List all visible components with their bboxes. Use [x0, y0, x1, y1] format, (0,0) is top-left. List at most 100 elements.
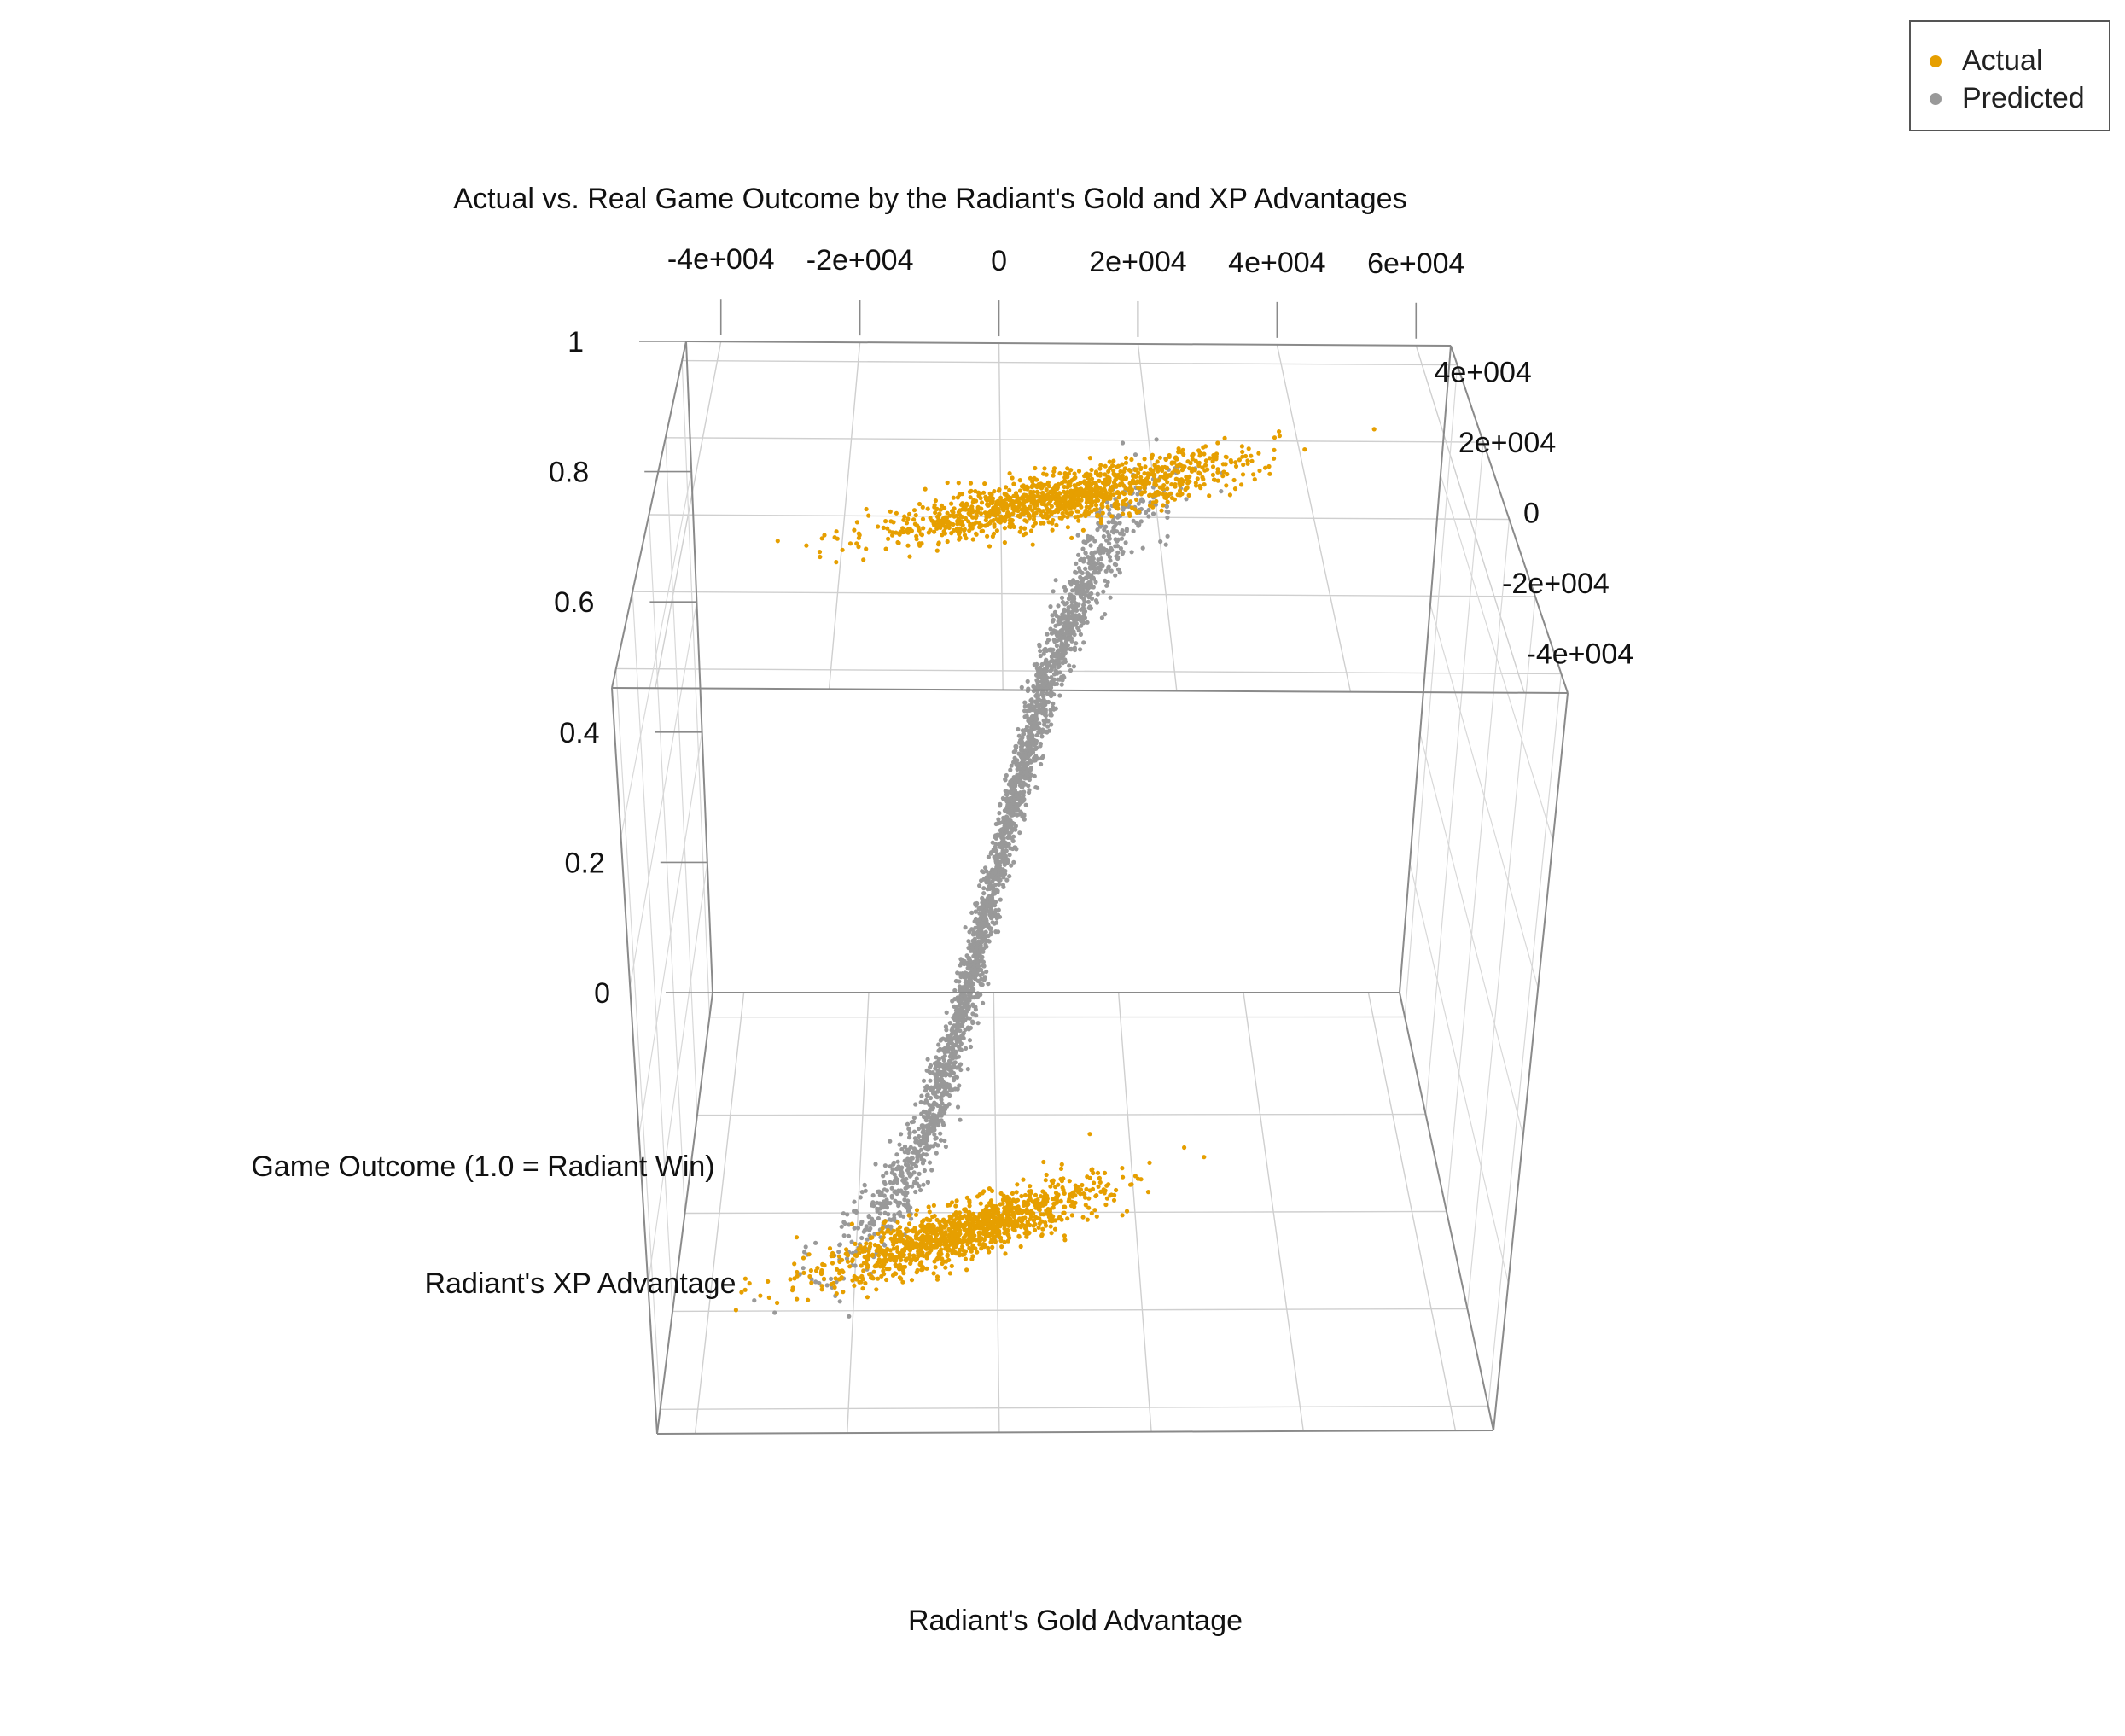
- predicted-point: [1051, 628, 1056, 632]
- actual-point: [1187, 493, 1191, 498]
- predicted-point: [958, 1118, 962, 1122]
- predicted-point: [1068, 580, 1072, 584]
- actual-point: [1048, 1219, 1052, 1223]
- actual-point: [1234, 464, 1238, 469]
- actual-point: [990, 1245, 994, 1250]
- predicted-point: [1072, 664, 1076, 668]
- actual-point: [1070, 1213, 1074, 1217]
- actual-point: [807, 1274, 812, 1279]
- predicted-point: [1115, 516, 1120, 520]
- actual-point: [1062, 1211, 1067, 1215]
- actual-point: [1097, 1185, 1101, 1189]
- actual-point: [1267, 472, 1272, 476]
- actual-point: [1101, 511, 1105, 516]
- actual-point: [888, 1253, 892, 1257]
- actual-point: [974, 516, 978, 520]
- predicted-point: [884, 1171, 888, 1175]
- actual-point: [946, 1247, 951, 1251]
- x-tick-label: 0: [991, 245, 1007, 277]
- actual-point: [999, 1191, 1004, 1196]
- actual-point: [857, 1251, 861, 1255]
- actual-point: [982, 481, 987, 486]
- actual-point: [963, 1238, 967, 1243]
- predicted-point: [938, 1132, 942, 1136]
- predicted-point: [1018, 799, 1022, 803]
- actual-point: [1146, 1190, 1150, 1194]
- actual-point: [1038, 1221, 1042, 1226]
- actual-point: [1018, 530, 1022, 534]
- grid-line: [682, 361, 1457, 365]
- predicted-point: [1090, 597, 1094, 601]
- predicted-point: [1083, 567, 1087, 571]
- actual-point: [1008, 471, 1012, 475]
- predicted-point: [1034, 662, 1039, 667]
- actual-point: [1132, 474, 1137, 478]
- actual-point: [1232, 478, 1237, 482]
- grid-line: [1426, 442, 1484, 1114]
- predicted-point: [1010, 764, 1014, 768]
- actual-point: [984, 497, 988, 501]
- legend-item-actual: Actual: [1930, 44, 2043, 78]
- actual-point: [1041, 1212, 1045, 1216]
- box-edge: [686, 341, 713, 993]
- predicted-point: [974, 1013, 978, 1017]
- predicted-point: [1057, 665, 1061, 669]
- actual-point: [834, 560, 838, 564]
- predicted-point: [954, 979, 958, 983]
- actual-point: [852, 1284, 856, 1288]
- predicted-point: [964, 1046, 968, 1051]
- actual-point: [935, 1274, 940, 1279]
- actual-point: [1161, 503, 1165, 507]
- actual-point: [1077, 469, 1081, 473]
- actual-point: [870, 1235, 874, 1239]
- actual-point: [1058, 516, 1062, 520]
- z-tick-label: 0.4: [559, 717, 599, 749]
- predicted-point: [1055, 644, 1059, 648]
- predicted-point: [1146, 514, 1150, 518]
- actual-point: [801, 1255, 806, 1260]
- actual-point: [894, 511, 899, 516]
- actual-point: [1033, 466, 1037, 470]
- actual-point: [897, 541, 901, 545]
- predicted-point: [899, 1171, 904, 1175]
- actual-point: [1054, 523, 1058, 527]
- z-tick-label: 0.2: [565, 847, 605, 879]
- actual-point: [1166, 500, 1170, 504]
- actual-point: [1065, 475, 1069, 479]
- predicted-point: [990, 913, 994, 918]
- predicted-point: [925, 1084, 929, 1088]
- actual-point: [982, 1209, 987, 1214]
- predicted-point: [910, 1156, 914, 1160]
- actual-point: [1277, 429, 1281, 434]
- actual-point: [907, 1252, 911, 1256]
- predicted-point: [1068, 628, 1073, 632]
- actual-point: [998, 1202, 1003, 1206]
- actual-point: [1154, 499, 1158, 504]
- predicted-point: [913, 1190, 917, 1194]
- predicted-point: [993, 929, 998, 934]
- actual-point: [795, 1235, 799, 1239]
- actual-point: [1120, 1166, 1124, 1170]
- actual-point: [766, 1279, 770, 1284]
- actual-point: [830, 1282, 834, 1286]
- actual-point: [993, 1225, 998, 1229]
- predicted-point: [1068, 593, 1073, 597]
- predicted-point: [947, 1093, 952, 1098]
- predicted-point: [940, 1101, 944, 1105]
- predicted-point: [1079, 632, 1083, 637]
- predicted-point: [1099, 548, 1103, 552]
- predicted-point: [1048, 648, 1052, 652]
- predicted-point: [1022, 766, 1026, 771]
- actual-point: [1121, 499, 1126, 504]
- actual-point: [956, 1238, 960, 1243]
- actual-point: [898, 1262, 902, 1267]
- predicted-point: [1025, 725, 1029, 729]
- actual-point: [1027, 513, 1031, 517]
- actual-point: [1170, 470, 1174, 475]
- grid-line: [666, 438, 697, 1116]
- actual-point: [929, 516, 933, 520]
- predicted-point: [859, 1195, 863, 1199]
- predicted-point: [991, 841, 995, 845]
- predicted-point: [998, 898, 1003, 902]
- actual-point: [1123, 466, 1127, 470]
